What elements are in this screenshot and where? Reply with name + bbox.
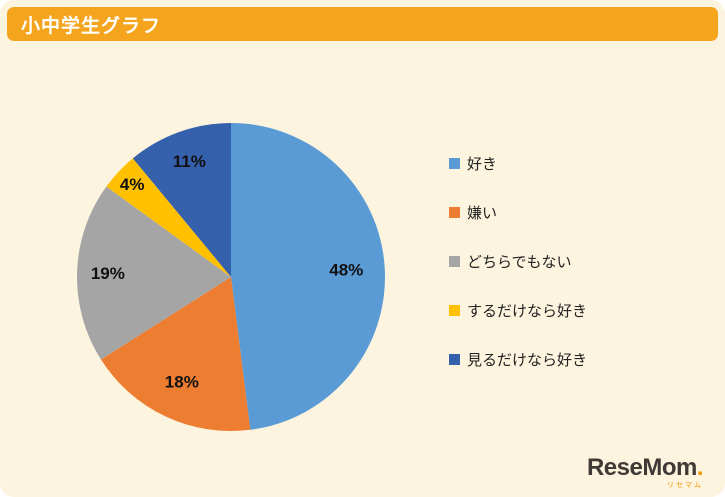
legend-item: 好き (449, 152, 587, 174)
pie-data-label: 19% (91, 264, 125, 283)
pie-data-label: 48% (329, 261, 363, 280)
legend-label: 好き (467, 155, 498, 173)
resemom-logo: ReseMom. リセマム (586, 454, 704, 490)
legend-swatch (449, 206, 460, 218)
legend-item: 見るだけなら好き (449, 348, 587, 370)
page-title: 小中学生グラフ (21, 15, 162, 37)
legend-swatch (449, 255, 460, 267)
legend-swatch (449, 304, 460, 316)
pie-slice-4 (132, 123, 231, 277)
legend-swatch (449, 353, 460, 365)
logo-subtext: リセマム (667, 482, 703, 489)
legend-label: 見るだけなら好き (467, 351, 588, 369)
pie-slice-1 (100, 277, 251, 432)
pie-chart: 48% 18% 19% 4% 11% (77, 123, 386, 432)
logo-dot: . (696, 454, 704, 481)
chart-legend: 好き嫌いどちらでもない するだけなら好き 見るだけなら好き (449, 152, 587, 397)
pie-data-label: 4% (120, 175, 145, 194)
graph-header: 小中学生グラフ (7, 7, 718, 41)
pie-data-label: 18% (165, 373, 199, 392)
legend-item: 嫌い (449, 201, 587, 223)
legend-swatch (449, 157, 460, 169)
pie-slice-2 (77, 186, 232, 360)
legend-label: どちらでもない (467, 253, 572, 271)
pie-data-label: 11% (173, 152, 206, 171)
legend-item: どちらでもない (449, 250, 587, 272)
pie-slice-0 (231, 123, 386, 430)
legend-item: するだけなら好き (449, 299, 587, 321)
logo-wordmark: ReseMom (586, 454, 697, 481)
legend-label: するだけなら好き (467, 302, 588, 320)
legend-label: 嫌い (467, 204, 498, 222)
pie-slice-3 (106, 158, 231, 277)
